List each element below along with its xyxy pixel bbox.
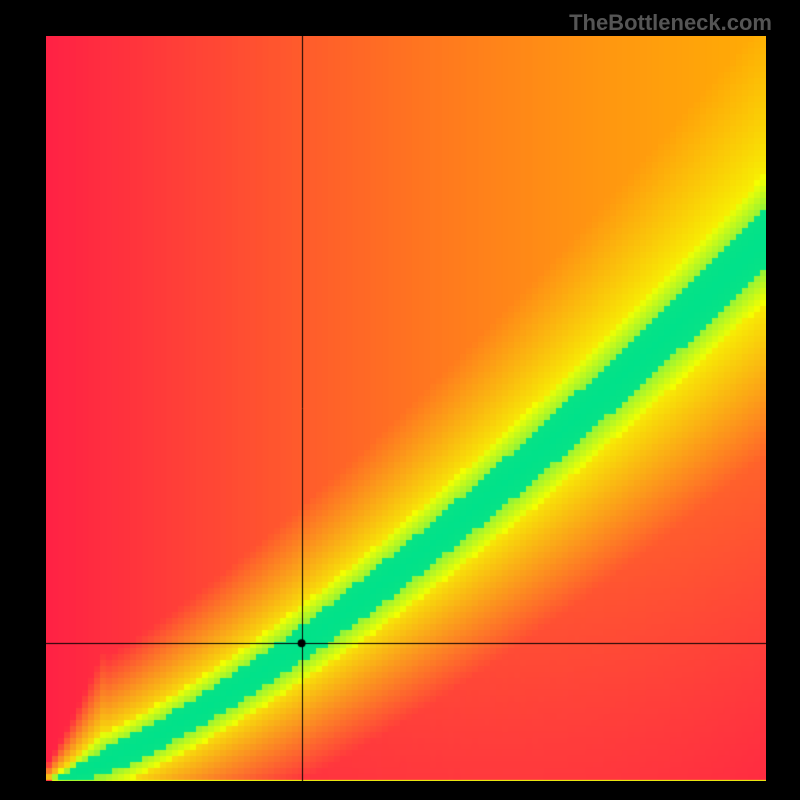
bottleneck-heatmap <box>46 36 766 781</box>
watermark-text: TheBottleneck.com <box>569 10 772 36</box>
chart-container: TheBottleneck.com <box>0 0 800 800</box>
